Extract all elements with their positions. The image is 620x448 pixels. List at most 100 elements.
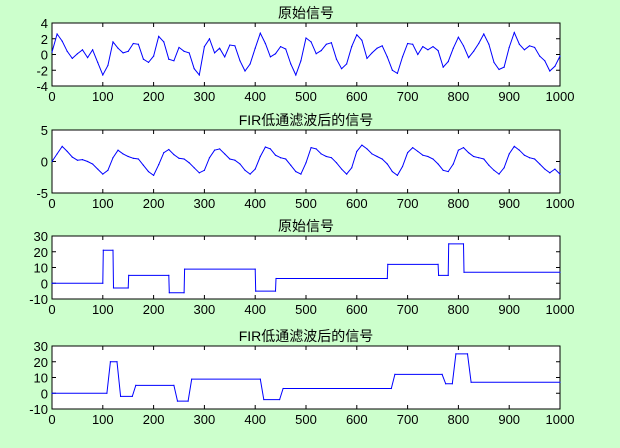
data-point xyxy=(71,57,73,60)
data-point xyxy=(559,381,561,383)
data-point xyxy=(122,52,124,54)
data-point xyxy=(56,33,58,35)
x-tick-label: 900 xyxy=(498,302,520,317)
data-point xyxy=(219,47,221,49)
data-point xyxy=(462,243,465,245)
data-point xyxy=(264,146,266,148)
data-point xyxy=(92,49,94,51)
y-tick-label: -10 xyxy=(29,292,48,307)
x-tick-label: 800 xyxy=(448,302,470,317)
data-point xyxy=(178,46,180,49)
x-tick-label: 800 xyxy=(448,89,470,104)
x-tick-label: 300 xyxy=(194,89,216,104)
data-point xyxy=(102,173,104,175)
data-point xyxy=(128,274,130,276)
data-point xyxy=(442,169,444,171)
data-point xyxy=(135,384,137,386)
data-point xyxy=(386,163,388,165)
x-tick-label: 0 xyxy=(48,302,55,317)
data-point xyxy=(137,43,139,45)
data-point xyxy=(437,163,439,165)
data-point xyxy=(457,36,459,38)
data-point xyxy=(371,52,373,54)
x-tick-label: 100 xyxy=(92,89,114,104)
data-point xyxy=(528,157,531,159)
data-point xyxy=(518,43,520,45)
x-tick-label: 600 xyxy=(346,412,368,427)
y-tick-label: -10 xyxy=(29,402,48,417)
data-point xyxy=(176,400,179,402)
data-point xyxy=(280,157,282,159)
data-point xyxy=(102,282,104,284)
data-point xyxy=(264,42,266,45)
data-point xyxy=(117,47,119,49)
data-point xyxy=(356,34,358,36)
data-point xyxy=(168,148,170,151)
data-point xyxy=(183,268,186,270)
chart-panel-2: FIR低通滤波后的信号 0 100 200 300 400 500 600 700 800 900 1… xyxy=(36,112,574,211)
x-tick-label: 1000 xyxy=(546,412,575,427)
data-point xyxy=(310,147,312,149)
data-point xyxy=(97,168,99,170)
data-point xyxy=(102,74,104,76)
data-point xyxy=(391,170,393,173)
data-point xyxy=(203,46,205,48)
data-point xyxy=(71,156,73,158)
data-point xyxy=(320,49,322,52)
y-tick-label: -4 xyxy=(36,79,48,94)
x-tick-label: 500 xyxy=(295,412,317,427)
data-point xyxy=(173,384,175,386)
data-point xyxy=(183,50,185,52)
x-tick-label: 200 xyxy=(143,412,165,427)
data-point xyxy=(173,60,175,62)
x-tick-label: 900 xyxy=(498,89,520,104)
y-tick-label: -5 xyxy=(36,186,48,201)
data-point xyxy=(488,164,490,166)
data-point xyxy=(51,392,53,394)
data-point xyxy=(142,58,145,60)
x-tick-label: 600 xyxy=(346,196,368,211)
data-point xyxy=(198,172,200,174)
data-point xyxy=(340,168,343,170)
data-point xyxy=(503,167,505,169)
data-point xyxy=(457,149,459,151)
data-point xyxy=(107,64,109,67)
y-tick-label: 0 xyxy=(41,155,48,170)
data-point xyxy=(315,53,317,55)
data-point xyxy=(208,38,211,40)
data-point xyxy=(432,158,434,160)
data-point xyxy=(81,49,84,51)
x-tick-label: 0 xyxy=(48,196,55,211)
x-tick-label: 300 xyxy=(194,412,216,427)
data-point xyxy=(51,282,53,284)
data-point xyxy=(56,153,58,155)
data-point xyxy=(478,42,480,45)
data-point xyxy=(224,56,226,58)
data-point xyxy=(407,152,409,154)
data-point xyxy=(254,268,256,270)
data-point xyxy=(447,274,449,276)
y-tick-label: 20 xyxy=(34,355,48,370)
data-point xyxy=(193,68,195,70)
data-point xyxy=(417,150,419,153)
data-point xyxy=(278,398,281,401)
data-point xyxy=(66,150,68,153)
data-point xyxy=(127,287,129,289)
data-point xyxy=(498,173,500,175)
data-point xyxy=(483,33,485,35)
data-point xyxy=(263,398,265,401)
data-point xyxy=(325,155,327,158)
y-tick-label: 20 xyxy=(34,245,48,260)
data-point xyxy=(396,174,399,176)
data-point xyxy=(142,164,145,166)
data-point xyxy=(396,72,399,74)
y-tick-label: 10 xyxy=(34,371,48,386)
data-point xyxy=(86,57,89,59)
data-point xyxy=(249,63,251,65)
y-tick-label: 10 xyxy=(34,261,48,276)
data-point xyxy=(234,159,236,161)
data-point xyxy=(254,168,256,170)
data-point xyxy=(249,173,251,175)
series-line xyxy=(52,353,560,402)
